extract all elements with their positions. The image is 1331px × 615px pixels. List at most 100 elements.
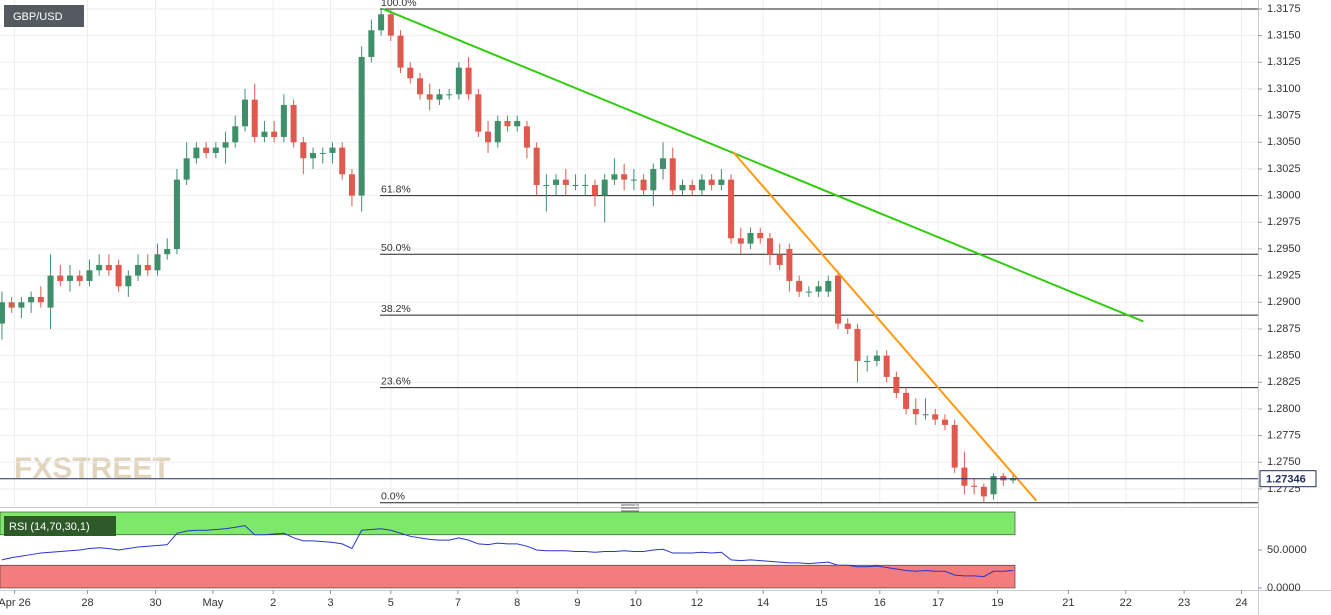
candle-body xyxy=(504,120,511,127)
title-box xyxy=(4,5,84,27)
last-price-box xyxy=(1259,470,1317,488)
candle-body xyxy=(757,232,764,239)
candle-body xyxy=(173,179,180,249)
candle-body xyxy=(611,174,618,180)
candle-body xyxy=(329,147,336,153)
x-tick-label: 7 xyxy=(455,597,461,609)
x-tick-label: 2 xyxy=(270,597,276,609)
candle-body xyxy=(397,35,404,68)
candle-body xyxy=(601,179,608,196)
candle-body xyxy=(630,179,637,181)
candle-body xyxy=(96,264,103,271)
candle-body xyxy=(689,184,696,191)
candle-body xyxy=(212,147,219,153)
y-tick-label: 0.0000 xyxy=(1267,582,1301,594)
candle-body xyxy=(971,485,978,487)
candle-body xyxy=(125,275,132,287)
candle-body xyxy=(232,126,239,143)
candle-body xyxy=(523,126,530,148)
candle-body xyxy=(669,158,676,191)
candle-body xyxy=(951,424,958,468)
candle-body xyxy=(154,254,161,271)
candle-body xyxy=(183,158,190,180)
candle-body xyxy=(339,147,346,175)
candle-body xyxy=(961,467,968,486)
candle-body xyxy=(378,14,385,31)
fib-label: 0.0% xyxy=(381,491,405,503)
candle-body xyxy=(319,152,326,154)
candle-body xyxy=(47,275,54,308)
fib-label: 61.8% xyxy=(381,183,411,195)
y-tick-label: 1.2825 xyxy=(1267,376,1301,388)
candle-body xyxy=(864,360,871,362)
candle-body xyxy=(37,296,44,303)
y-tick-label: 1.3100 xyxy=(1267,83,1301,95)
candle-body xyxy=(835,275,842,324)
candle-body xyxy=(815,286,822,292)
candle-body xyxy=(455,67,462,95)
candle-body xyxy=(990,476,997,495)
candle-body xyxy=(728,179,735,239)
candle-body xyxy=(698,179,705,191)
candle-body xyxy=(57,275,64,281)
candle-body xyxy=(290,104,297,143)
candle-body xyxy=(883,355,890,377)
y-tick-label: 1.2925 xyxy=(1267,270,1301,282)
candle-body xyxy=(854,328,861,361)
trend-line xyxy=(732,151,1038,502)
y-tick-label: 1.3000 xyxy=(1267,190,1301,202)
candle-body xyxy=(0,302,5,324)
x-tick-label: 15 xyxy=(815,597,827,609)
candle-body xyxy=(825,280,832,292)
candle-body xyxy=(358,56,365,196)
candle-body xyxy=(426,94,433,100)
x-tick-label: 17 xyxy=(932,597,944,609)
x-tick-label: 3 xyxy=(327,597,333,609)
candle-body xyxy=(591,184,598,196)
candle-body xyxy=(932,414,939,420)
rsi-title: RSI (14,70,30,1) xyxy=(9,521,90,533)
candle-body xyxy=(86,270,93,281)
x-tick-label: 9 xyxy=(574,597,580,609)
candle-body xyxy=(368,30,375,57)
candle-body xyxy=(718,179,725,185)
candle-body xyxy=(737,238,744,244)
y-tick-label: 1.3025 xyxy=(1267,163,1301,175)
candle-body xyxy=(193,147,200,159)
candle-body xyxy=(805,291,812,293)
candle-body xyxy=(844,323,851,329)
overbought-band xyxy=(0,511,1016,536)
candle-body xyxy=(66,275,74,281)
trend-line xyxy=(382,8,1144,323)
y-tick-label: 1.3175 xyxy=(1267,3,1301,15)
x-tick-label: 24 xyxy=(1235,597,1247,609)
oversold-band xyxy=(0,564,1016,589)
candle-body xyxy=(786,248,793,281)
y-tick-label: 1.2750 xyxy=(1267,456,1301,468)
candle-body xyxy=(941,419,948,425)
candle-body xyxy=(776,254,783,265)
y-tick-label: 1.3050 xyxy=(1267,136,1301,148)
y-tick-label: 1.2800 xyxy=(1267,403,1301,415)
candle-body xyxy=(621,174,628,180)
candle-body xyxy=(310,152,317,159)
candle-body xyxy=(144,264,151,271)
y-tick-label: 1.2900 xyxy=(1267,296,1301,308)
candle-body xyxy=(873,355,880,361)
fib-label: 50.0% xyxy=(381,242,411,254)
x-tick-label: 16 xyxy=(874,597,886,609)
candle-body xyxy=(28,296,35,303)
x-tick-label: 23 xyxy=(1178,597,1190,609)
candle-body xyxy=(640,179,647,191)
y-tick-label: 1.2875 xyxy=(1267,323,1301,335)
candle-body xyxy=(280,104,287,137)
y-tick-label: 1.3075 xyxy=(1267,110,1301,122)
candle-body xyxy=(572,184,579,186)
x-tick-label: 22 xyxy=(1120,597,1132,609)
candle-body xyxy=(903,392,910,409)
candle-body xyxy=(416,78,423,95)
candle-body xyxy=(348,174,355,196)
x-tick-label: Apr 26 xyxy=(0,597,31,609)
candle-body xyxy=(18,302,25,308)
candle-body xyxy=(407,67,414,79)
